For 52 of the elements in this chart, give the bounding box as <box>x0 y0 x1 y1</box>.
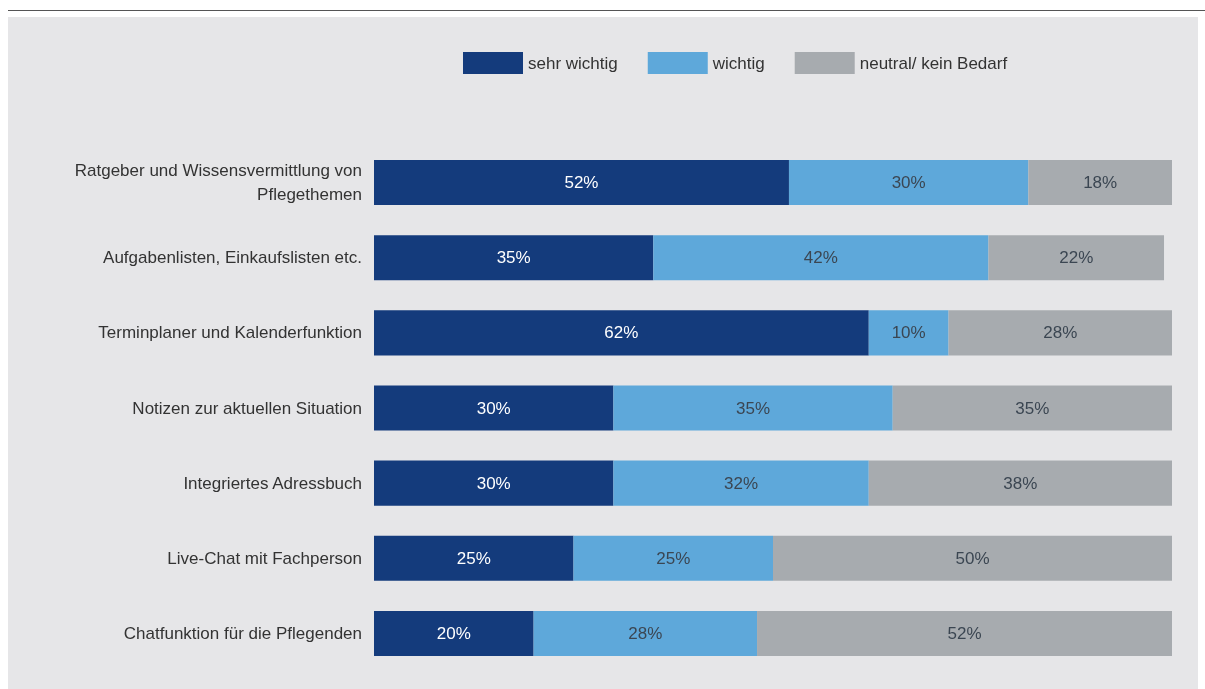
data-label: 18% <box>1083 173 1118 193</box>
y-tick-label: Aufgabenlisten, Einkaufslisten etc. <box>103 248 362 268</box>
bar <box>653 235 989 281</box>
data-label: 22% <box>1059 248 1094 268</box>
bar <box>374 460 614 506</box>
data-label: 62% <box>604 323 639 343</box>
data-label: 35% <box>496 248 531 268</box>
data-label: 52% <box>947 623 982 643</box>
data-label: 38% <box>1003 473 1038 493</box>
data-label: 28% <box>1043 323 1078 343</box>
y-tick-label: Chatfunktion für die Pflegenden <box>123 623 362 643</box>
bar <box>573 535 773 581</box>
bar <box>948 310 1172 356</box>
legend-label: wichtig <box>711 53 765 73</box>
y-tick-label: Notizen zur aktuellen Situation <box>132 398 362 418</box>
y-tick-label: Ratgeber und Wissensvermittlung von Pflegethemen <box>74 161 362 205</box>
data-label: 35% <box>736 398 771 418</box>
legend-label: sehr wichtig <box>528 53 618 73</box>
bar <box>613 385 893 431</box>
legend-label: neutral/ kein Bedarf <box>859 53 1008 73</box>
bar <box>988 235 1165 281</box>
data-label: 10% <box>891 323 926 343</box>
bar <box>868 460 1172 506</box>
data-label: 20% <box>436 623 471 643</box>
data-label: 30% <box>476 398 511 418</box>
data-label: 25% <box>456 548 491 568</box>
bar <box>757 610 1172 656</box>
data-label: 35% <box>1015 398 1050 418</box>
bar <box>533 610 758 656</box>
y-tick-label: Terminplaner und Kalenderfunktion <box>98 323 362 343</box>
bar <box>1028 160 1172 206</box>
data-label: 30% <box>891 173 926 193</box>
bar <box>374 310 869 356</box>
data-label: 32% <box>724 473 759 493</box>
data-label: 42% <box>803 248 838 268</box>
bar <box>613 460 869 506</box>
bar <box>892 385 1172 431</box>
y-tick-label: Integriertes Adressbuch <box>183 473 362 493</box>
data-label: 30% <box>476 473 511 493</box>
bar <box>868 310 949 356</box>
bar <box>788 160 1029 206</box>
bar <box>773 535 1172 581</box>
data-label: 52% <box>564 173 599 193</box>
bar <box>374 535 574 581</box>
y-tick-label: Live-Chat mit Fachperson <box>167 548 362 568</box>
data-label: 28% <box>628 623 663 643</box>
bar <box>374 160 789 206</box>
bar <box>374 385 614 431</box>
bar <box>374 235 654 281</box>
bar <box>374 610 534 656</box>
data-label: 50% <box>955 548 990 568</box>
data-label: 25% <box>656 548 691 568</box>
